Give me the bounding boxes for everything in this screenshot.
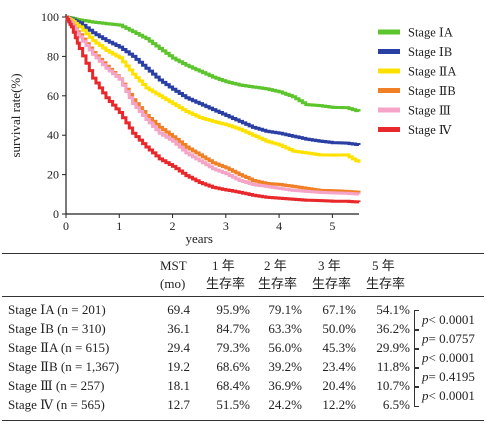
x-tick-label: 1 (116, 219, 122, 233)
series-line-6 (65, 15, 361, 204)
header-y5-2: 生存率 (366, 276, 406, 291)
x-axis-label: years (185, 231, 212, 246)
y2-cell: 56.0% (268, 340, 302, 355)
y3-cell: 50.0% (322, 321, 356, 336)
y3-cell: 45.3% (322, 340, 356, 355)
legend-label-3: Stage ⅡA (408, 65, 456, 79)
header-y3-2: 生存率 (312, 276, 352, 291)
p-value: p= 0.4195 (422, 368, 475, 384)
header-y1-1: 1 年 (212, 258, 235, 273)
y-tick-label: 20 (47, 168, 59, 182)
y1-cell: 84.7% (216, 321, 250, 336)
legend-label-1: Stage ⅠA (408, 26, 453, 40)
y2-cell: 39.2% (268, 359, 302, 374)
header-mst-2: (mo) (160, 276, 186, 291)
p-value: p< 0.0001 (422, 387, 475, 403)
comparison-bracket (414, 386, 419, 407)
header-mst-1: MST (160, 258, 187, 273)
header-y3-1: 3 年 (318, 258, 341, 273)
y1-cell: 68.4% (216, 378, 250, 393)
series-line-4 (65, 15, 361, 194)
comparison-bracket (414, 329, 419, 350)
p-value: p< 0.0001 (422, 311, 475, 327)
stage-cell: Stage ⅡA (n = 615) (8, 340, 110, 355)
x-tick-label: 3 (223, 219, 229, 233)
y5-cell: 29.9% (376, 340, 410, 355)
table-header-rule (2, 296, 484, 297)
y5-cell: 11.8% (376, 359, 410, 374)
y-tick-label: 80 (47, 49, 59, 63)
y5-cell: 6.5% (382, 397, 410, 412)
series-line-3 (65, 15, 361, 163)
mst-cell: 69.4 (167, 302, 190, 317)
y5-cell: 10.7% (376, 378, 410, 393)
y1-cell: 68.6% (216, 359, 250, 374)
stage-cell: Stage ⅡB (n = 1,367) (8, 359, 120, 374)
x-tick-label: 2 (170, 219, 176, 233)
y3-cell: 23.4% (322, 359, 356, 374)
stage-cell: Stage Ⅳ (n = 565) (8, 397, 105, 412)
stage-cell: Stage Ⅲ (n = 257) (8, 378, 105, 393)
y1-cell: 51.5% (216, 397, 250, 412)
survival-chart: 0 20 40 60 80 100 0 1 2 3 4 5 years survival rate(%) S… (8, 10, 456, 246)
y3-cell: 67.1% (322, 302, 356, 317)
y2-cell: 36.9% (268, 378, 302, 393)
y5-cell: 36.2% (376, 321, 410, 336)
y-tick-label: 100 (41, 10, 59, 24)
legend-label-6: Stage Ⅳ (408, 123, 452, 137)
y-axis-label: survival rate(%) (8, 73, 23, 157)
y3-cell: 20.4% (322, 378, 356, 393)
comparison-bracket (414, 367, 419, 388)
mst-cell: 18.1 (167, 378, 190, 393)
header-y1-2: 生存率 (206, 276, 246, 291)
comparison-bracket (414, 310, 419, 331)
x-tick-label: 4 (276, 219, 282, 233)
mst-cell: 36.1 (167, 321, 190, 336)
stage-cell: Stage ⅠA (n = 201) (8, 302, 106, 317)
series-line-2 (65, 15, 361, 147)
legend-label-5: Stage Ⅲ (408, 104, 451, 118)
p-value: p= 0.0757 (422, 330, 475, 346)
mst-cell: 12.7 (167, 397, 190, 412)
table-bottom-rule (2, 420, 484, 421)
x-tick-label: 5 (329, 219, 335, 233)
comparison-bracket (414, 348, 419, 369)
y3-cell: 12.2% (322, 397, 356, 412)
y-tick-label: 60 (47, 89, 59, 103)
mst-cell: 29.4 (167, 340, 190, 355)
header-y2-1: 2 年 (264, 258, 287, 273)
series-line-5 (65, 15, 361, 196)
stage-cell: Stage ⅠB (n = 310) (8, 321, 106, 336)
y-tick-label: 40 (47, 128, 59, 142)
p-value: p< 0.0001 (422, 349, 475, 365)
y1-cell: 79.3% (216, 340, 250, 355)
mst-cell: 19.2 (167, 359, 190, 374)
y2-cell: 63.3% (268, 321, 302, 336)
header-y5-1: 5 年 (372, 258, 395, 273)
y2-cell: 24.2% (268, 397, 302, 412)
x-tick-label: 0 (63, 219, 69, 233)
header-y2-2: 生存率 (258, 276, 298, 291)
legend-label-2: Stage ⅠB (408, 45, 452, 59)
y1-cell: 95.9% (216, 302, 250, 317)
y-tick-label: 0 (53, 207, 59, 221)
y5-cell: 54.1% (376, 302, 410, 317)
table-top-rule (2, 253, 484, 254)
legend-label-4: Stage ⅡB (408, 84, 456, 98)
y2-cell: 79.1% (268, 302, 302, 317)
series-line-1 (65, 15, 361, 113)
